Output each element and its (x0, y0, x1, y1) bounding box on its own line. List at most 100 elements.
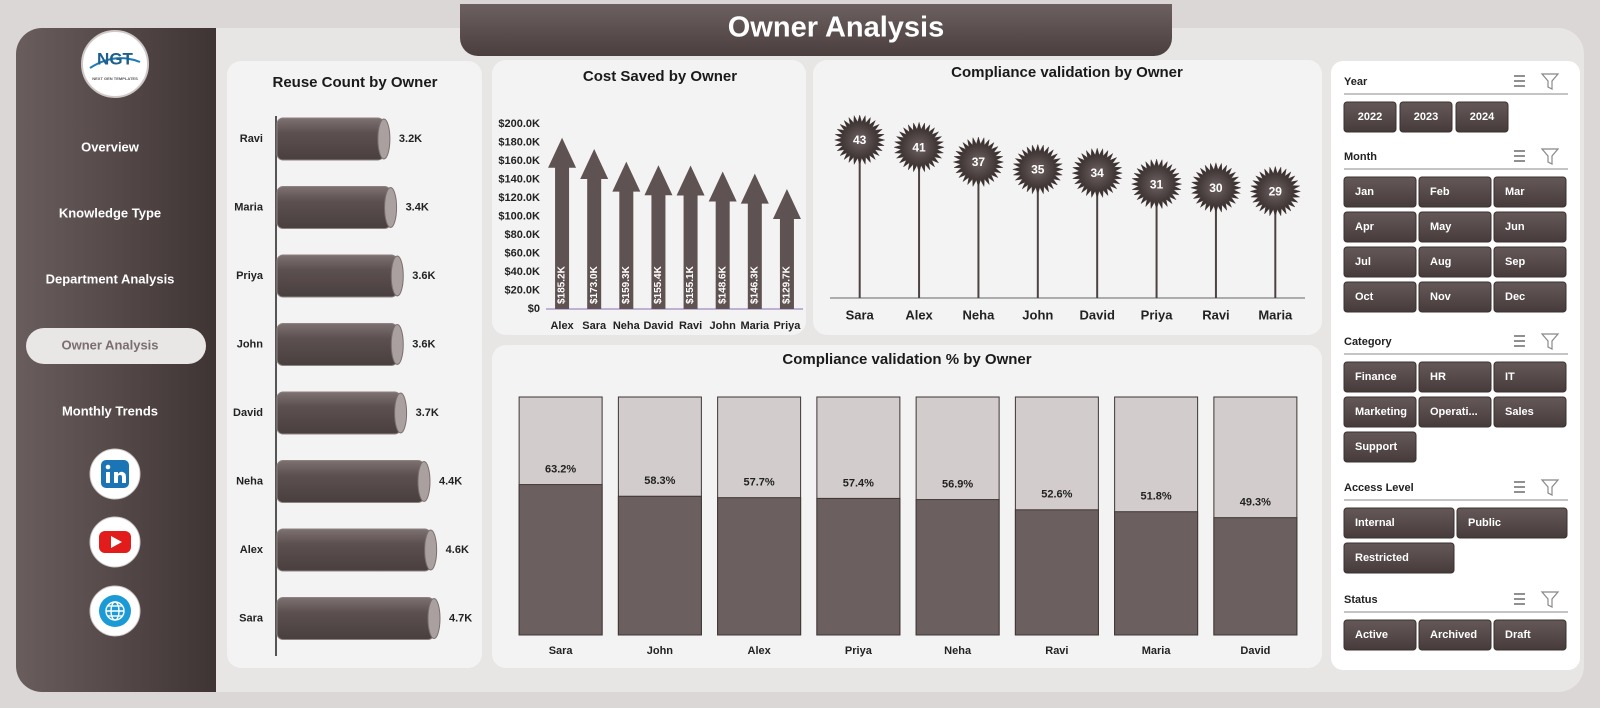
bar-cap (417, 461, 431, 502)
slicer-option[interactable]: Jul (1355, 256, 1371, 268)
slicer-option[interactable]: Support (1355, 441, 1397, 453)
slicer-option[interactable]: Finance (1355, 371, 1397, 383)
arrow-bar (708, 171, 737, 309)
clear-filter-icon[interactable] (1540, 479, 1560, 496)
y-tick-label: $0 (528, 303, 540, 315)
slicer-button[interactable] (1456, 507, 1568, 539)
clear-filter-icon[interactable] (1540, 148, 1560, 165)
youtube-play (111, 536, 122, 548)
data-label: $159.3K (621, 265, 632, 304)
slicer-option[interactable]: 2023 (1414, 111, 1438, 123)
slicer-button[interactable] (1493, 396, 1567, 428)
clear-filter-icon[interactable] (1540, 333, 1560, 350)
page-title: Owner Analysis (728, 12, 945, 44)
y-tick-label: Ravi (240, 133, 263, 145)
slicer-option[interactable]: Mar (1505, 186, 1525, 198)
slicer-option[interactable]: Archived (1430, 629, 1477, 641)
slicer-option[interactable]: Operati... (1430, 406, 1478, 418)
slicer-option[interactable]: Aug (1430, 256, 1451, 268)
slicer-option[interactable]: HR (1430, 371, 1446, 383)
slicer-option[interactable]: Oct (1355, 291, 1374, 303)
slicer-button[interactable] (1399, 101, 1453, 133)
x-tick-label: Neha (613, 320, 641, 332)
x-tick-label: John (710, 320, 737, 332)
slicer-button[interactable] (1418, 281, 1492, 313)
slicer-option[interactable]: Marketing (1355, 406, 1407, 418)
slicer-option[interactable]: Jan (1355, 186, 1374, 198)
slicer-button[interactable] (1343, 361, 1417, 393)
logo-swoosh (89, 57, 141, 69)
slicer-button[interactable] (1343, 619, 1417, 651)
content: Overview Knowledge Type Department Analysi… (26, 64, 1568, 657)
nav-item[interactable]: Overview (81, 139, 140, 154)
nav-item[interactable]: Department Analysis (46, 271, 175, 286)
arrow-bar (676, 165, 705, 309)
slicer-button[interactable] (1493, 619, 1567, 651)
logo[interactable] (81, 30, 149, 98)
y-tick-label: $120.0K (498, 192, 540, 204)
slicer-option[interactable]: 2024 (1470, 111, 1495, 123)
slicer-button[interactable] (1493, 281, 1567, 313)
slicer-button[interactable] (1418, 246, 1492, 278)
bar (717, 497, 802, 636)
slicer-button[interactable] (1343, 281, 1417, 313)
arrow-bar (580, 148, 609, 309)
slicer-button[interactable] (1343, 101, 1397, 133)
marker-head (1189, 161, 1242, 214)
nav-item[interactable]: Knowledge Type (59, 205, 161, 220)
slicer-option[interactable]: Apr (1355, 221, 1375, 233)
slicer-button[interactable] (1343, 507, 1455, 539)
slicer-button[interactable] (1418, 396, 1492, 428)
clear-filter-icon[interactable] (1540, 591, 1560, 608)
slicer-option[interactable]: 2022 (1358, 111, 1382, 123)
x-tick-label: John (1022, 307, 1053, 322)
marker-head (1249, 165, 1302, 218)
slicer-option[interactable]: Jun (1505, 221, 1525, 233)
slicer-button[interactable] (1493, 211, 1567, 243)
slicer-option[interactable]: Restricted (1355, 552, 1409, 564)
slicer-button[interactable] (1493, 246, 1567, 278)
slicer-button[interactable] (1418, 176, 1492, 208)
nav-item[interactable]: Owner Analysis (61, 337, 158, 352)
slicer-button[interactable] (1343, 542, 1455, 574)
clear-filter-icon[interactable] (1540, 73, 1560, 90)
arrow-bar (548, 137, 577, 309)
slicer-option[interactable]: Public (1468, 517, 1501, 529)
data-label: 4.7K (449, 612, 472, 624)
bar-cap (390, 255, 404, 297)
slicer-button[interactable] (1343, 211, 1417, 243)
x-tick-label: Neha (963, 307, 996, 322)
nav-item[interactable]: Monthly Trends (62, 403, 158, 418)
slicer-button[interactable] (1343, 431, 1417, 463)
bar-cap (390, 324, 404, 365)
slicer-option[interactable]: Nov (1430, 291, 1452, 303)
slicer-button[interactable] (1455, 101, 1509, 133)
slicer-option[interactable]: Active (1355, 629, 1388, 641)
data-label: 41 (912, 141, 926, 155)
slicer-option[interactable]: Dec (1505, 291, 1525, 303)
x-tick-label: Maria (740, 320, 770, 332)
y-tick-label: $100.0K (498, 210, 540, 222)
chart-title: Reuse Count by Owner (272, 74, 437, 91)
y-tick-label: $160.0K (498, 155, 540, 167)
slicer-option[interactable]: IT (1505, 371, 1515, 383)
data-label: 3.2K (399, 133, 422, 145)
slicer-option[interactable]: Draft (1505, 629, 1531, 641)
slicer-button[interactable] (1493, 176, 1567, 208)
slicer-option[interactable]: Sep (1505, 256, 1525, 268)
slicer-option[interactable]: Feb (1430, 186, 1450, 198)
data-label: $185.2K (557, 265, 568, 304)
slicer-button[interactable] (1343, 176, 1417, 208)
slicer-button[interactable] (1418, 361, 1492, 393)
slicer-title: Category (1344, 336, 1393, 348)
slicer-option[interactable]: Sales (1505, 406, 1534, 418)
slicer-button[interactable] (1493, 361, 1567, 393)
slicer-option[interactable]: May (1430, 221, 1452, 233)
slicer-button[interactable] (1418, 211, 1492, 243)
marker-head (893, 121, 946, 174)
slicer-button[interactable] (1343, 246, 1417, 278)
slicer-button[interactable] (1343, 396, 1417, 428)
slicer-option[interactable]: Internal (1355, 517, 1395, 529)
slicer-button[interactable] (1418, 619, 1492, 651)
x-tick-label: David (1240, 645, 1270, 657)
